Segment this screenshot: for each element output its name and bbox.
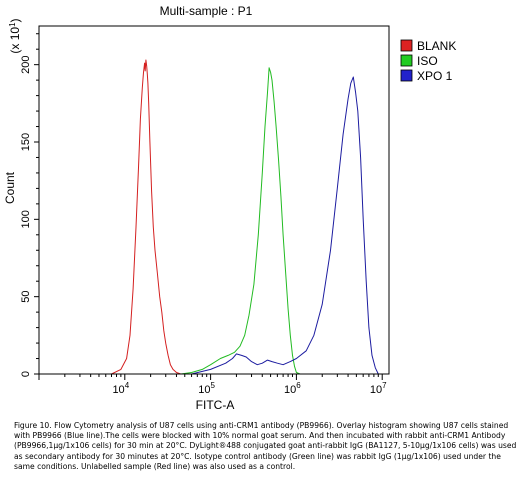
legend-swatch-0 xyxy=(400,39,413,52)
y-axis: 0 50 100 150 200 xyxy=(20,33,39,377)
series-line-1 xyxy=(180,67,301,375)
legend-label-1: ISO xyxy=(417,54,438,68)
y-tick-label: 200 xyxy=(20,55,32,73)
series-line-2 xyxy=(191,76,379,375)
flow-cytometry-histogram: Multi-sample : P1 (x 101) Count FITC-A 0… xyxy=(3,4,456,412)
y-tick-label: 50 xyxy=(20,291,32,303)
x-tick-label: 107 xyxy=(370,381,387,396)
series-layer xyxy=(111,59,379,375)
legend-swatch-1 xyxy=(400,54,413,67)
plot-frame xyxy=(38,25,390,375)
legend-swatch-2 xyxy=(400,69,413,82)
y-multiplier-exponent: 1 xyxy=(8,22,17,27)
y-tick-label: 0 xyxy=(20,371,32,377)
series-line-0 xyxy=(111,59,181,375)
x-tick-label: 104 xyxy=(112,381,129,396)
y-axis-label: Count xyxy=(3,171,17,204)
x-axis: 104 105 106 107 xyxy=(38,374,387,396)
x-axis-label: FITC-A xyxy=(196,398,235,412)
chart-title: Multi-sample : P1 xyxy=(160,4,253,18)
legend-label-2: XPO 1 xyxy=(417,69,453,83)
legend-label-0: BLANK xyxy=(417,39,456,53)
y-multiplier-text: (x 10 xyxy=(8,27,22,54)
y-tick-label: 100 xyxy=(20,210,32,228)
x-tick-label: 105 xyxy=(198,381,215,396)
svg-text:(x 101): (x 101) xyxy=(8,18,22,53)
x-tick-label: 106 xyxy=(284,381,301,396)
y-multiplier-label: (x 101) xyxy=(8,18,22,53)
y-tick-label: 150 xyxy=(20,133,32,151)
figure-caption: Figure 10. Flow Cytometry analysis of U8… xyxy=(14,421,517,471)
